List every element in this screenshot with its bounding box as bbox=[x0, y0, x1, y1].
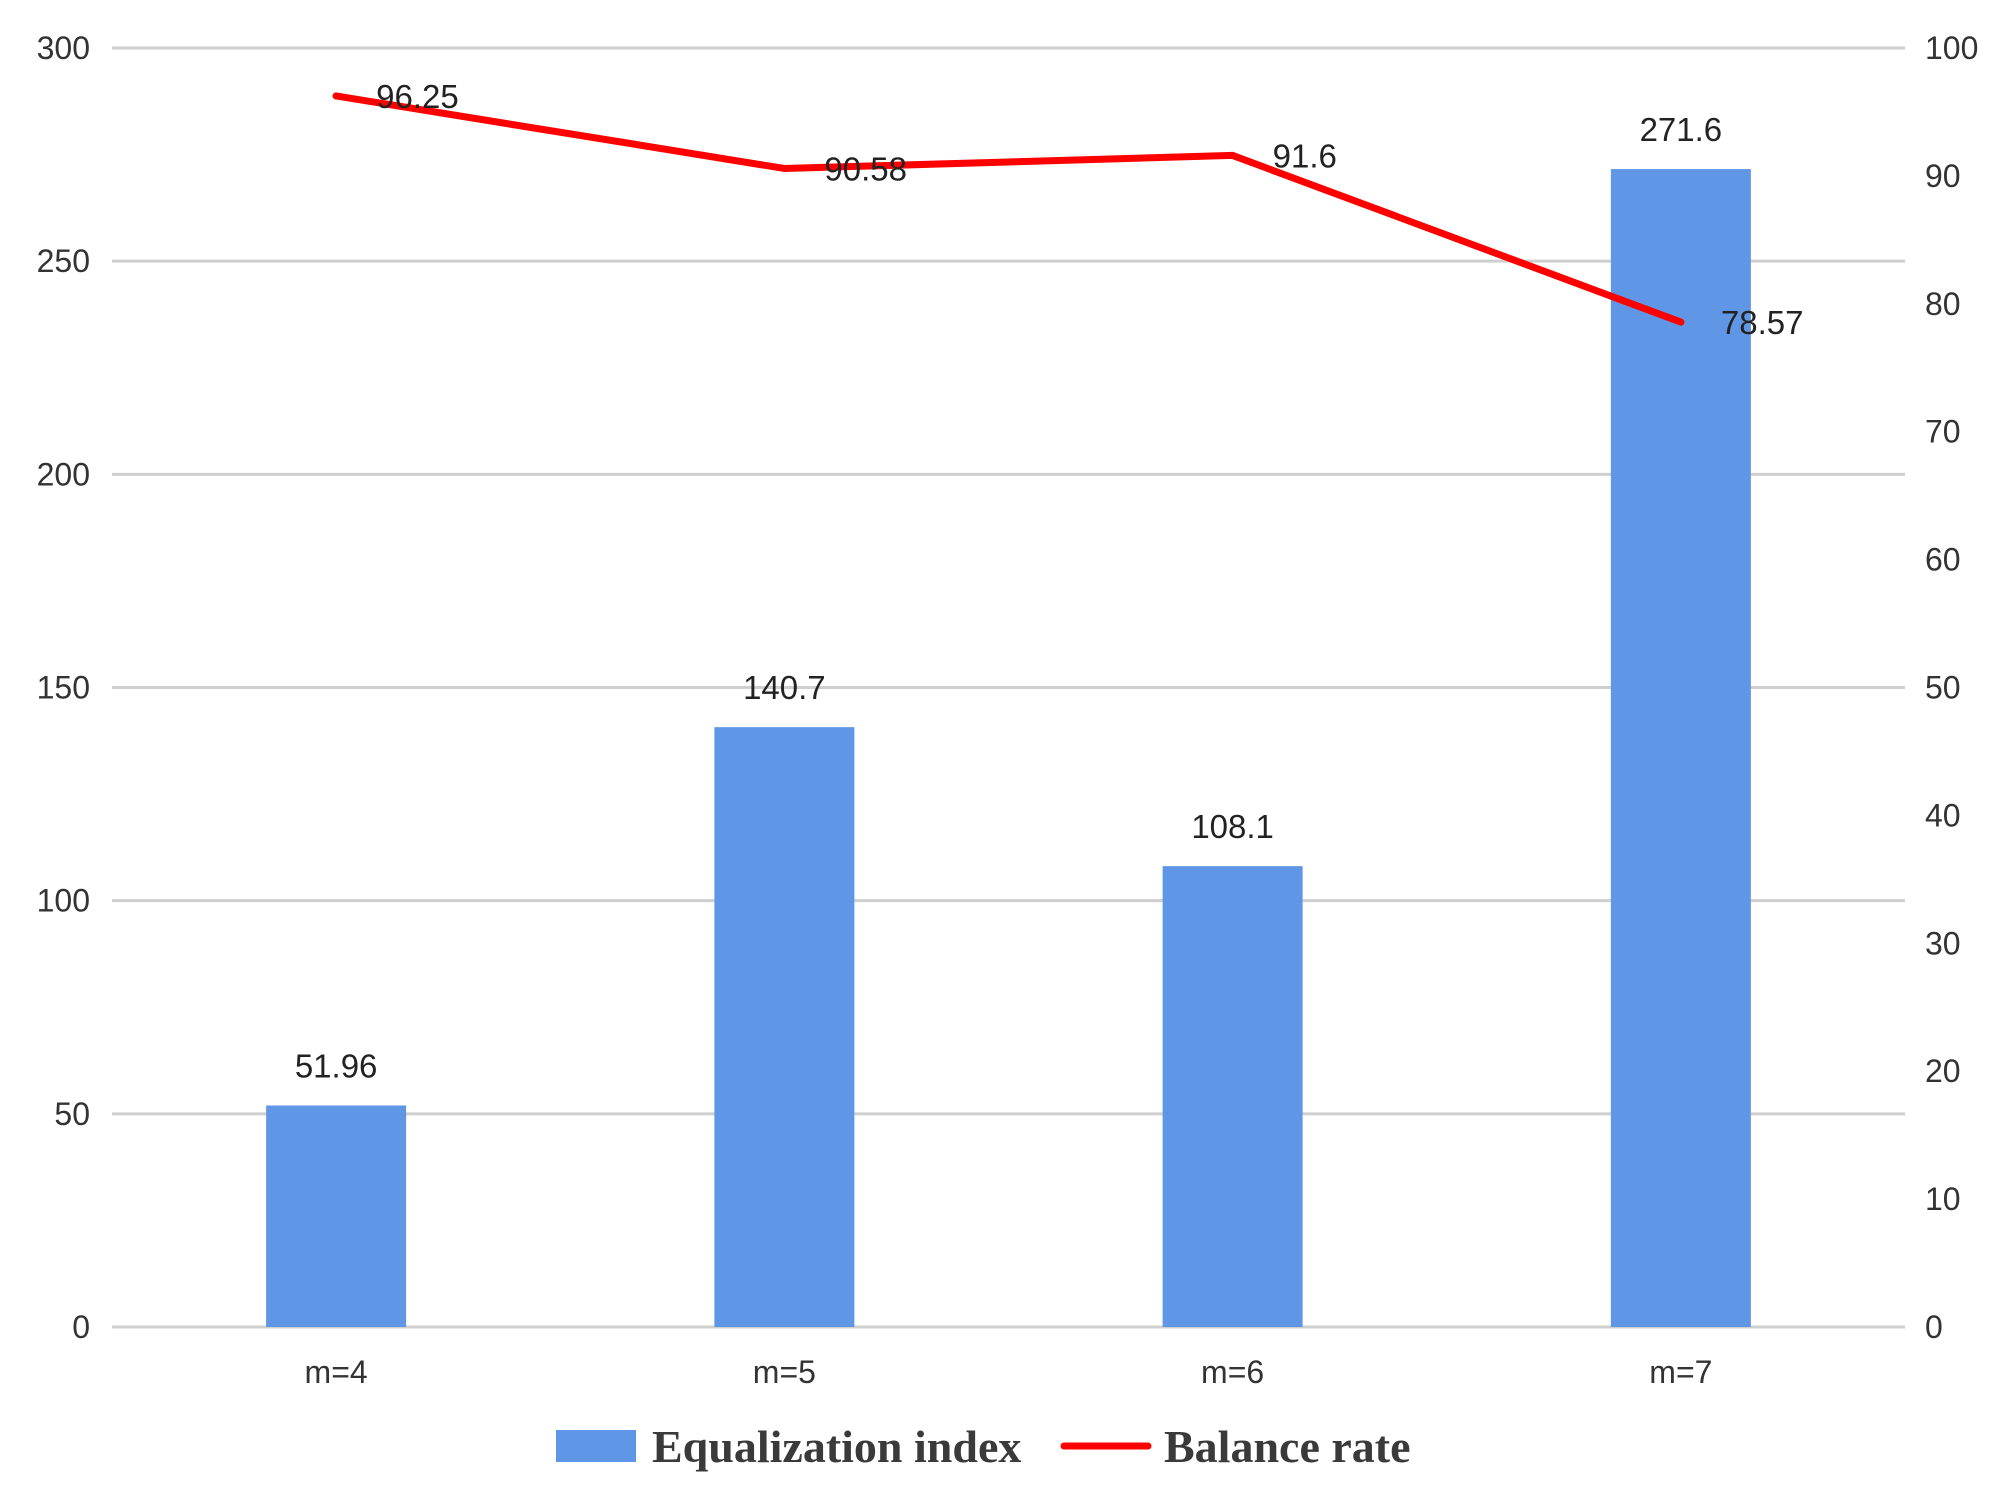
line-series bbox=[332, 92, 1685, 326]
x-tick-label: m=6 bbox=[1201, 1354, 1264, 1390]
point-balance-rate bbox=[1229, 151, 1237, 159]
data-label-balance-rate: 91.6 bbox=[1273, 137, 1337, 174]
bar-equalization-index bbox=[714, 727, 855, 1327]
right-tick-label: 80 bbox=[1925, 286, 1961, 322]
left-tick-label: 300 bbox=[37, 30, 90, 66]
left-tick-label: 200 bbox=[37, 456, 90, 492]
data-labels: 51.96 140.7 108.1 271.6 96.25 90.58 91.6 78.57 bbox=[295, 78, 1804, 1085]
x-axis: m=4 m=5 m=6 m=7 bbox=[305, 1354, 1713, 1390]
right-y-axis: 0 10 20 30 40 50 60 70 80 90 100 bbox=[1925, 30, 1978, 1345]
right-tick-label: 100 bbox=[1925, 30, 1978, 66]
legend: Equalization index Balance rate bbox=[556, 1421, 1411, 1472]
data-label-balance-rate: 78.57 bbox=[1721, 304, 1804, 341]
right-tick-label: 20 bbox=[1925, 1053, 1961, 1089]
data-label-balance-rate: 96.25 bbox=[376, 78, 459, 115]
bar-series bbox=[266, 169, 1751, 1328]
right-tick-label: 70 bbox=[1925, 414, 1961, 450]
left-tick-label: 0 bbox=[72, 1309, 90, 1345]
bar-equalization-index bbox=[1162, 866, 1303, 1327]
left-tick-label: 250 bbox=[37, 243, 90, 279]
left-tick-label: 150 bbox=[37, 670, 90, 706]
right-tick-label: 30 bbox=[1925, 925, 1961, 961]
left-tick-label: 100 bbox=[37, 883, 90, 919]
x-tick-label: m=5 bbox=[753, 1354, 816, 1390]
point-balance-rate bbox=[780, 164, 788, 172]
data-label-balance-rate: 90.58 bbox=[824, 150, 907, 187]
x-tick-label: m=7 bbox=[1649, 1354, 1712, 1390]
left-tick-label: 50 bbox=[54, 1096, 90, 1132]
line-balance-rate bbox=[332, 92, 1685, 326]
right-tick-label: 50 bbox=[1925, 670, 1961, 706]
right-tick-label: 40 bbox=[1925, 797, 1961, 833]
bar-equalization-index bbox=[266, 1105, 407, 1327]
x-tick-label: m=4 bbox=[305, 1354, 368, 1390]
data-label-equalization-index: 140.7 bbox=[743, 669, 826, 706]
right-tick-label: 90 bbox=[1925, 158, 1961, 194]
legend-swatch-equalization-index bbox=[556, 1430, 636, 1462]
legend-label-balance-rate: Balance rate bbox=[1164, 1421, 1411, 1472]
gridlines bbox=[112, 46, 1905, 1329]
data-label-equalization-index: 271.6 bbox=[1640, 111, 1723, 148]
right-tick-label: 0 bbox=[1925, 1309, 1943, 1345]
point-balance-rate bbox=[332, 92, 340, 100]
left-y-axis: 0 50 100 150 200 250 300 bbox=[37, 30, 90, 1345]
legend-label-equalization-index: Equalization index bbox=[652, 1421, 1021, 1472]
right-tick-label: 60 bbox=[1925, 542, 1961, 578]
right-tick-label: 10 bbox=[1925, 1181, 1961, 1217]
data-label-equalization-index: 51.96 bbox=[295, 1047, 378, 1084]
data-label-equalization-index: 108.1 bbox=[1191, 808, 1274, 845]
bar-equalization-index bbox=[1610, 169, 1751, 1328]
point-balance-rate bbox=[1677, 318, 1685, 326]
